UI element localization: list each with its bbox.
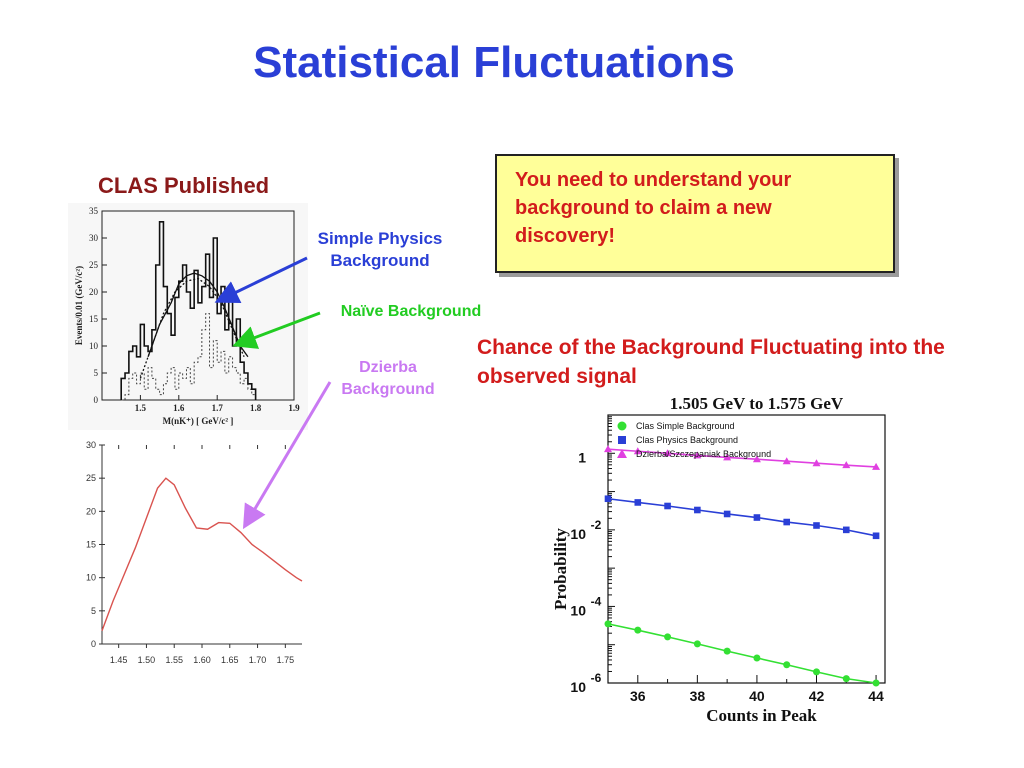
probability-point-triangle bbox=[633, 447, 642, 455]
probability-y-tick-label: 10 bbox=[570, 526, 586, 542]
probability-point-square bbox=[813, 522, 820, 529]
curve-y-tick-label: 5 bbox=[91, 606, 96, 616]
probability-x-tick-label: 42 bbox=[809, 688, 825, 704]
slide-title: Statistical Fluctuations bbox=[253, 38, 735, 87]
probability-point-circle bbox=[693, 640, 701, 648]
histogram-y-tick-label: 25 bbox=[89, 260, 99, 270]
probability-point-triangle bbox=[604, 445, 612, 453]
probability-y-tick-exponent: -2 bbox=[591, 518, 602, 532]
probability-x-tick-label: 44 bbox=[868, 688, 884, 704]
curve-x-tick-label: 1.50 bbox=[138, 655, 156, 665]
histogram-y-tick-label: 35 bbox=[89, 206, 99, 216]
curve-x-tick-label: 1.75 bbox=[277, 655, 295, 665]
probability-chart-title: 1.505 GeV to 1.575 GeV bbox=[670, 394, 844, 413]
probability-point-circle bbox=[842, 675, 850, 683]
probability-y-tick-exponent: -4 bbox=[591, 594, 602, 608]
probability-point-square bbox=[842, 526, 850, 534]
probability-point-square bbox=[723, 510, 731, 518]
curve-x-tick-label: 1.65 bbox=[221, 655, 239, 665]
probability-x-tick-label: 38 bbox=[690, 688, 706, 704]
probability-y-tick-label: 10 bbox=[570, 679, 586, 695]
probability-point-square bbox=[634, 499, 642, 506]
probability-point-circle bbox=[753, 654, 761, 662]
histogram-x-tick-label: 1.9 bbox=[288, 403, 300, 413]
curve-x-tick-label: 1.70 bbox=[249, 655, 267, 665]
naive-background-fit bbox=[139, 277, 245, 379]
histogram-x-tick-label: 1.5 bbox=[135, 403, 147, 413]
naive-background-label: Naïve Background bbox=[340, 303, 482, 320]
probability-point-circle bbox=[812, 668, 820, 676]
probability-y-tick-label: 1 bbox=[578, 449, 586, 465]
probability-x-tick-label: 40 bbox=[749, 688, 765, 704]
histogram-y-tick-label: 30 bbox=[89, 233, 99, 243]
probability-point-square bbox=[694, 506, 701, 514]
histogram-y-tick-label: 0 bbox=[94, 395, 99, 405]
probability-point-circle bbox=[604, 620, 612, 628]
histogram-x-tick-label: 1.8 bbox=[250, 403, 262, 413]
probability-point-circle bbox=[723, 647, 731, 655]
probability-point-triangle bbox=[723, 453, 732, 461]
probability-point-triangle bbox=[693, 451, 702, 459]
probability-series-line bbox=[607, 448, 877, 468]
probability-series-line bbox=[607, 497, 877, 537]
probability-x-tick-label: 36 bbox=[630, 688, 646, 704]
probability-point-square bbox=[604, 495, 612, 503]
curve-y-tick-label: 10 bbox=[86, 573, 96, 583]
probability-x-label: Counts in Peak bbox=[706, 706, 817, 725]
probability-point-square bbox=[753, 514, 761, 521]
legend-entry-label: Clas Physics Background bbox=[636, 435, 738, 445]
probability-y-tick-label: 10 bbox=[570, 602, 586, 618]
probability-chart: 1.505 GeV to 1.575 GeV 1 10 -2 10 -4 10 -6 36 38 4… bbox=[551, 394, 886, 725]
probability-point-triangle bbox=[663, 449, 672, 457]
probability-frame bbox=[607, 414, 886, 684]
simple-physics-label: Simple Physics Background bbox=[317, 229, 443, 270]
probability-point-triangle bbox=[812, 459, 821, 467]
histogram-x-tick-label: 1.7 bbox=[212, 403, 224, 413]
histogram-frame bbox=[101, 210, 295, 401]
probability-point-triangle bbox=[842, 461, 851, 469]
histogram-y-tick-label: 10 bbox=[89, 341, 99, 351]
curve-y-tick-label: 0 bbox=[91, 639, 96, 649]
legend-entry-label: Dzierba/Szczepaniak Background bbox=[636, 449, 771, 459]
histogram-background bbox=[68, 203, 308, 430]
clas-published-heading: CLAS Published bbox=[98, 173, 270, 198]
curve-y-tick-label: 15 bbox=[86, 540, 96, 550]
curve-x-tick-label: 1.60 bbox=[193, 655, 211, 665]
dzierba-background-label: Dzierba Background bbox=[341, 359, 435, 398]
legend-marker-triangle bbox=[617, 449, 627, 458]
probability-point-circle bbox=[634, 626, 642, 634]
probability-y-tick-exponent: -6 bbox=[591, 671, 602, 685]
probability-series-line bbox=[607, 623, 877, 684]
curve-y-tick-label: 25 bbox=[86, 473, 96, 483]
probability-y-label: Probability bbox=[551, 528, 570, 610]
probability-point-circle bbox=[664, 633, 672, 641]
probability-point-triangle bbox=[872, 462, 881, 470]
histogram-y-label: Events/0.01 (GeV/c²) bbox=[74, 266, 84, 345]
curve-y-tick-label: 20 bbox=[86, 506, 96, 516]
histogram-x-label: M(nK⁺) [ GeV/c² ] bbox=[163, 416, 234, 426]
clas-histogram-chart: 0 5 10 15 20 25 30 35 1.5 1.6 1.7 1.8 1.9 M(nK⁺) [ Ge… bbox=[68, 203, 308, 430]
legend-marker-square bbox=[618, 436, 626, 444]
curve-x-tick-label: 1.55 bbox=[165, 655, 183, 665]
legend-marker-circle bbox=[617, 421, 627, 431]
background-callout-box: You need to understand your background t… bbox=[495, 154, 895, 273]
probability-point-circle bbox=[872, 679, 880, 687]
histogram-x-tick-label: 1.6 bbox=[173, 403, 185, 413]
histogram-y-tick-label: 20 bbox=[89, 287, 99, 297]
chance-of-fluctuation-text: Chance of the Background Fluctuating int… bbox=[477, 336, 945, 388]
histogram-y-tick-label: 5 bbox=[94, 368, 99, 378]
probability-point-triangle bbox=[782, 457, 791, 465]
probability-point-circle bbox=[783, 661, 791, 669]
probability-point-square bbox=[872, 532, 880, 540]
dzierba-background-curve bbox=[101, 477, 303, 631]
probability-point-triangle bbox=[752, 455, 761, 463]
histogram-y-tick-label: 15 bbox=[89, 314, 99, 324]
curve-x-tick-label: 1.45 bbox=[110, 655, 128, 665]
probability-point-square bbox=[783, 518, 791, 526]
probability-point-square bbox=[664, 502, 671, 510]
legend-entry-label: Clas Simple Background bbox=[636, 421, 735, 431]
dzierba-curve-chart: 0 5 10 15 20 25 30 1.45 1.50 1.55 1.60 1.65 1.70 1.75 bbox=[86, 440, 303, 665]
curve-y-tick-label: 30 bbox=[86, 440, 96, 450]
